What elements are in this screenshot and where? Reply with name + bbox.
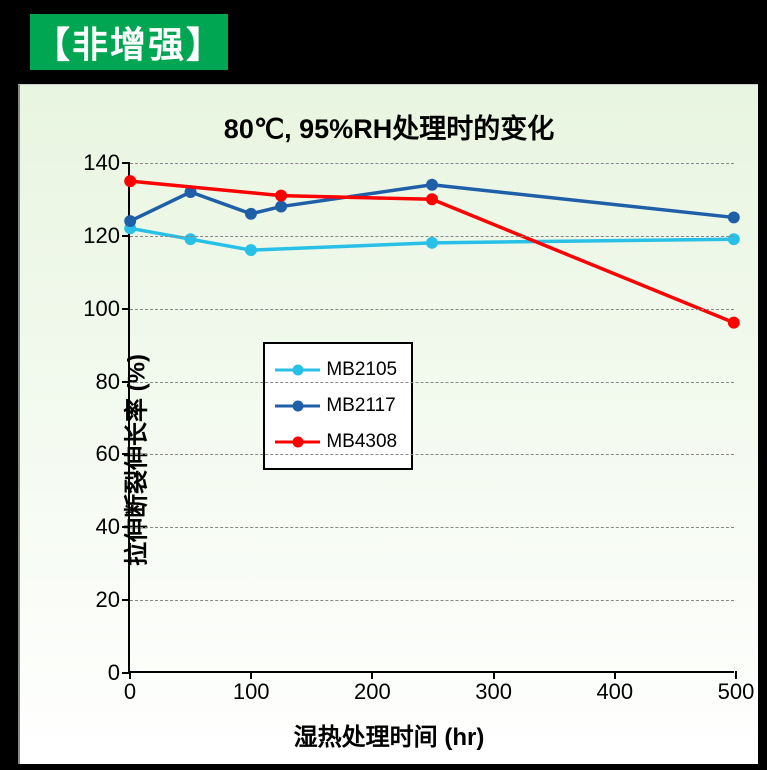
x-tick-mark: [735, 671, 737, 679]
gridline-h: [130, 600, 734, 601]
legend: MB2105 MB2117 MB4308: [263, 342, 413, 470]
y-tick-mark: [122, 235, 130, 237]
legend-swatch: [275, 435, 320, 449]
y-tick-mark: [122, 162, 130, 164]
series-marker-MB4308: [426, 193, 438, 205]
chart-lines-svg: [130, 163, 734, 671]
gridline-h: [130, 309, 734, 310]
series-marker-MB4308: [728, 317, 740, 329]
series-marker-MB2105: [245, 244, 257, 256]
legend-swatch: [275, 363, 320, 377]
legend-label: MB2117: [326, 395, 395, 417]
x-tick-mark: [129, 671, 131, 679]
plot-area: MB2105MB2117MB4308 020406080100120140010…: [128, 163, 734, 673]
chart-title: 80℃, 95%RH处理时的变化: [20, 85, 758, 156]
y-tick-mark: [122, 381, 130, 383]
series-marker-MB4308: [124, 175, 136, 187]
y-tick-mark: [122, 308, 130, 310]
gridline-h: [130, 527, 734, 528]
x-tick-mark: [493, 671, 495, 679]
series-marker-MB2117: [275, 201, 287, 213]
legend-item: MB2117: [275, 388, 397, 424]
series-marker-MB2117: [426, 179, 438, 191]
chart-container: 80℃, 95%RH处理时的变化 拉伸断裂伸长率 (%) 湿热处理时间 (hr)…: [18, 84, 758, 764]
x-axis-label: 湿热处理时间 (hr): [294, 717, 485, 752]
x-tick-mark: [250, 671, 252, 679]
category-badge: 【非增强】: [30, 14, 228, 70]
legend-swatch: [275, 399, 320, 413]
gridline-h: [130, 236, 734, 237]
x-tick-mark: [371, 671, 373, 679]
y-tick-mark: [122, 526, 130, 528]
series-marker-MB2117: [728, 211, 740, 223]
y-tick-mark: [122, 599, 130, 601]
x-tick-mark: [614, 671, 616, 679]
plot-wrap: 拉伸断裂伸长率 (%) 湿热处理时间 (hr) MB2105MB2117MB43…: [20, 155, 758, 764]
gridline-h: [130, 382, 734, 383]
y-tick-mark: [122, 453, 130, 455]
series-marker-MB2105: [426, 237, 438, 249]
series-marker-MB4308: [275, 190, 287, 202]
legend-label: MB2105: [326, 359, 397, 381]
gridline-h: [130, 454, 734, 455]
series-marker-MB2117: [245, 208, 257, 220]
gridline-h: [130, 163, 734, 164]
legend-label: MB4308: [326, 431, 397, 453]
